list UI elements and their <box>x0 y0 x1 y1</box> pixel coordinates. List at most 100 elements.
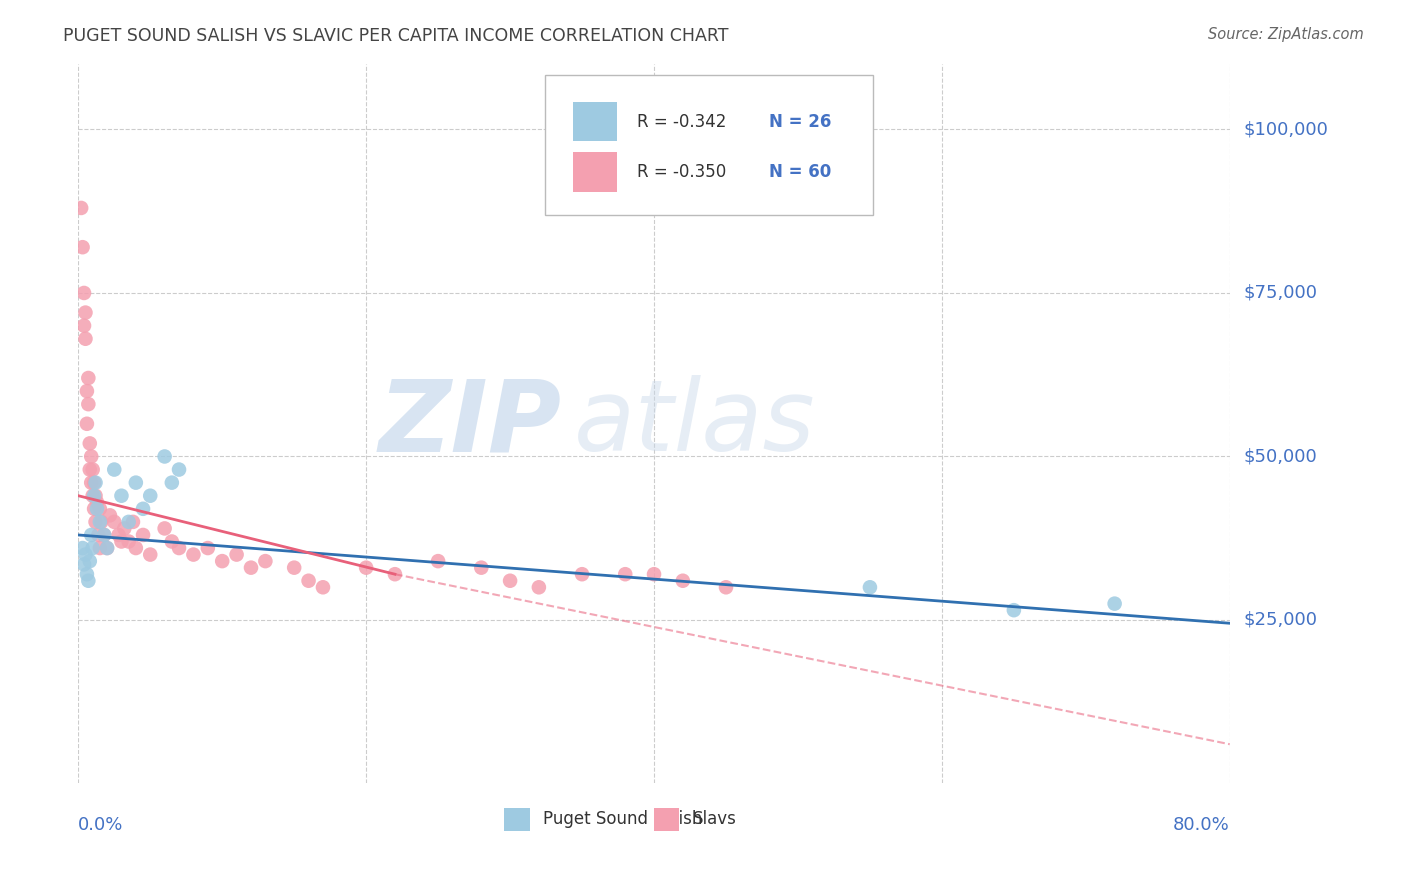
Point <box>354 560 377 574</box>
Text: 0.0%: 0.0% <box>79 816 124 834</box>
Point <box>297 574 319 588</box>
Point <box>77 371 100 385</box>
Point <box>1002 603 1025 617</box>
Point <box>312 580 335 594</box>
Point <box>110 489 132 503</box>
Point <box>107 528 129 542</box>
Point <box>79 436 101 450</box>
Point <box>79 462 101 476</box>
Point <box>197 541 219 555</box>
Point <box>153 450 176 464</box>
Point <box>72 541 94 555</box>
Bar <box>505 808 530 831</box>
Text: $100,000: $100,000 <box>1243 120 1329 138</box>
Point <box>83 489 105 503</box>
Text: Source: ZipAtlas.com: Source: ZipAtlas.com <box>1208 27 1364 42</box>
Point <box>470 560 492 574</box>
Point <box>427 554 450 568</box>
Point <box>75 332 97 346</box>
Point <box>84 475 107 490</box>
Text: $75,000: $75,000 <box>1243 284 1317 302</box>
Point <box>714 580 737 594</box>
Point <box>240 560 263 574</box>
Point <box>183 548 205 562</box>
Point <box>80 475 103 490</box>
Point <box>82 462 104 476</box>
Point <box>73 318 96 333</box>
Point <box>73 558 96 572</box>
Point <box>76 384 98 398</box>
Point <box>86 495 108 509</box>
Point <box>83 501 105 516</box>
Point <box>82 489 104 503</box>
Point <box>160 534 183 549</box>
Point <box>72 240 94 254</box>
Point <box>614 567 637 582</box>
Point <box>527 580 550 594</box>
Text: Puget Sound Salish: Puget Sound Salish <box>544 811 703 829</box>
Point <box>859 580 882 594</box>
Point <box>1104 597 1126 611</box>
Point <box>167 541 190 555</box>
Point <box>132 528 155 542</box>
Point <box>125 541 148 555</box>
Point <box>89 501 111 516</box>
Text: N = 60: N = 60 <box>769 163 831 181</box>
Point <box>84 515 107 529</box>
Point <box>110 534 132 549</box>
Point <box>83 475 105 490</box>
Point <box>117 534 139 549</box>
Point <box>153 521 176 535</box>
Point <box>117 515 139 529</box>
Point <box>139 489 162 503</box>
Point <box>672 574 695 588</box>
Point <box>254 554 277 568</box>
Text: R = -0.350: R = -0.350 <box>637 163 725 181</box>
Point <box>76 567 98 582</box>
Point <box>86 501 108 516</box>
Point <box>283 560 305 574</box>
Point <box>76 417 98 431</box>
FancyBboxPatch shape <box>544 75 873 215</box>
Point <box>96 541 118 555</box>
Point <box>571 567 593 582</box>
Point <box>80 450 103 464</box>
Point <box>643 567 665 582</box>
Point <box>225 548 247 562</box>
Text: Slavs: Slavs <box>693 811 737 829</box>
Point <box>160 475 183 490</box>
Point <box>132 501 155 516</box>
Point <box>167 462 190 476</box>
Bar <box>574 102 617 142</box>
Point <box>211 554 233 568</box>
Text: ZIP: ZIP <box>378 376 562 472</box>
Point <box>125 475 148 490</box>
Point <box>499 574 522 588</box>
Text: 80.0%: 80.0% <box>1173 816 1230 834</box>
Point <box>103 515 125 529</box>
Point <box>112 521 135 535</box>
Point <box>80 528 103 542</box>
Point <box>75 305 97 319</box>
Point <box>84 489 107 503</box>
Point <box>96 541 118 555</box>
Text: $50,000: $50,000 <box>1243 448 1317 466</box>
Point <box>87 528 110 542</box>
Point <box>75 548 97 562</box>
Text: atlas: atlas <box>574 376 815 472</box>
Point <box>93 528 115 542</box>
Text: $25,000: $25,000 <box>1243 611 1317 629</box>
Point <box>103 462 125 476</box>
Point <box>89 515 111 529</box>
Point <box>98 508 121 523</box>
Text: N = 26: N = 26 <box>769 112 831 130</box>
Text: PUGET SOUND SALISH VS SLAVIC PER CAPITA INCOME CORRELATION CHART: PUGET SOUND SALISH VS SLAVIC PER CAPITA … <box>63 27 728 45</box>
Bar <box>574 153 617 192</box>
Point <box>82 541 104 555</box>
Point <box>139 548 162 562</box>
Point <box>122 515 145 529</box>
Point <box>89 541 111 555</box>
Point <box>73 285 96 300</box>
Point <box>384 567 406 582</box>
Text: R = -0.342: R = -0.342 <box>637 112 725 130</box>
